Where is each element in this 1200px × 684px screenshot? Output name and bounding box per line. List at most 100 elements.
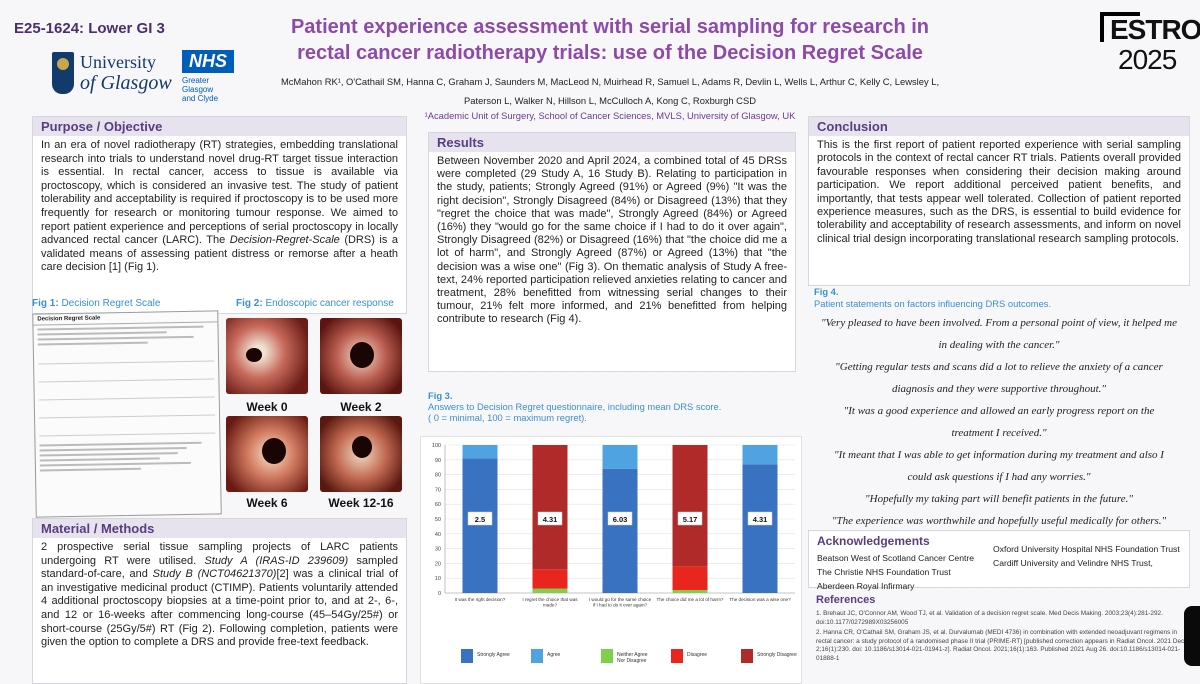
legend-swatch: [671, 649, 683, 663]
y-tick-label: 20: [435, 561, 441, 567]
uog-logo-line2: of Glasgow: [80, 72, 172, 94]
methods-text: 2 prospective serial tissue sampling pro…: [41, 541, 398, 649]
x-tick-label: The choice did me a lot of harm?: [657, 597, 724, 602]
quote: "Getting regular tests and scans did a l…: [835, 361, 1163, 395]
week-label: Week 0: [246, 400, 288, 414]
y-tick-label: 100: [432, 443, 441, 449]
y-tick-label: 60: [435, 502, 441, 508]
data-label-box: [747, 511, 773, 526]
chart-svg: 0 10 20 30 40 50 60 70 80 90 100 2.5 It was the righ…: [432, 443, 797, 664]
doc-title: Decision Regret Scale: [33, 311, 218, 326]
reference-item: 1. Brehaut JC, O'Connor AM, Wood TJ, et …: [816, 610, 1163, 626]
reference-item: 2. Hanna CR, O'Cathail SM, Graham JS, et…: [816, 629, 1185, 662]
nhs-logo: NHS Greater Glasgow and Clyde: [182, 50, 242, 103]
estro-word: ESTRO: [1110, 14, 1200, 45]
patient-quotes: "Very pleased to have been involved. Fro…: [808, 312, 1190, 532]
x-tick-label: I regret the choice that was made?: [522, 597, 578, 608]
y-tick-label: 80: [435, 473, 441, 479]
y-tick-label: 90: [435, 458, 441, 464]
week-label: Week 2: [340, 400, 382, 414]
legend-label: Agree: [547, 652, 561, 658]
bar-segment: [742, 445, 778, 465]
estro-year: 2025: [1118, 44, 1177, 75]
methods-panel: Material / Methods 2 prospective serial …: [32, 518, 407, 684]
nhs-logo-box: NHS: [182, 50, 234, 73]
abstract-code: E25-1624: Lower GI 3: [14, 20, 165, 37]
data-label-box: [677, 511, 703, 526]
conclusion-panel: Conclusion This is the first report of p…: [808, 116, 1190, 286]
ack-heading: Acknowledgements: [809, 531, 1189, 551]
title-line-1: Patient experience assessment with seria…: [290, 16, 930, 38]
data-label: 5.17: [683, 515, 698, 524]
university-of-glasgow-logo: University of Glasgow: [52, 50, 177, 102]
endoscopy-image-week-12-16: [320, 416, 402, 492]
nhs-logo-sub1: Greater Glasgow: [182, 76, 214, 94]
y-tick-label: 40: [435, 532, 441, 538]
affiliation: ¹Academic Unit of Surgery, School of Can…: [424, 110, 796, 121]
purpose-panel: Purpose / Objective In an era of novel r…: [32, 116, 407, 314]
fig4-caption: Fig 4. Patient statements on factors inf…: [814, 286, 1052, 309]
results-text: Between November 2020 and April 2024, a …: [437, 155, 787, 326]
ack-right: Oxford University Hospital NHS Foundatio…: [993, 544, 1180, 568]
bar-segment: [672, 566, 708, 591]
results-panel: Results Between November 2020 and April …: [428, 132, 796, 372]
bar-segment: [532, 588, 568, 593]
bar-segment: [532, 445, 568, 570]
ack-left: Beatson West of Scotland Cancer Centre T…: [817, 553, 974, 591]
legend-label: Strongly Agree: [477, 652, 510, 658]
quote: "Hopefully my taking part will benefit p…: [865, 493, 1133, 505]
data-label: 6.03: [613, 515, 628, 524]
poster-title: Patient experience assessment with seria…: [260, 14, 960, 66]
crest-icon: [52, 52, 74, 94]
quote: "It was a good experience and allowed an…: [843, 405, 1155, 439]
legend-label: Neither Agree Nor Disagree: [617, 652, 648, 664]
data-label: 4.31: [753, 515, 768, 524]
acknowledgements-panel: Acknowledgements Beatson West of Scotlan…: [808, 530, 1190, 591]
uog-logo-line1: University: [80, 52, 156, 72]
fig1-caption: Fig 1: Decision Regret Scale: [32, 298, 161, 309]
data-label-box: [607, 511, 633, 526]
y-tick-label: 10: [435, 576, 441, 582]
bar-segment: [532, 569, 568, 589]
x-tick-label: The decision was a wise one?: [729, 597, 791, 602]
references-heading: References: [816, 594, 876, 606]
bar-segment: [602, 468, 638, 593]
data-label: 2.5: [475, 515, 485, 524]
side-tab: [1184, 606, 1200, 666]
endoscopy-image-week-2: [320, 318, 402, 394]
legend-label: Strongly Disagree: [757, 652, 797, 658]
bar-segment: [602, 445, 638, 469]
legend-swatch: [461, 649, 473, 663]
conclusion-heading: Conclusion: [809, 117, 1189, 136]
title-line-2: rectal cancer radiotherapy trials: use o…: [297, 42, 923, 64]
quote: "Very pleased to have been involved. Fro…: [821, 317, 1177, 351]
decision-regret-chart: 0 10 20 30 40 50 60 70 80 90 100 2.5 It was the righ…: [420, 436, 802, 684]
bar-segment: [462, 458, 498, 593]
legend-swatch: [741, 649, 753, 663]
data-label: 4.31: [543, 515, 558, 524]
methods-heading: Material / Methods: [33, 519, 406, 538]
nhs-logo-sub2: and Clyde: [182, 94, 219, 103]
conclusion-text: This is the first report of patient repo…: [817, 139, 1181, 245]
results-heading: Results: [429, 133, 795, 152]
bar-segment: [672, 590, 708, 593]
bar-segment: [462, 445, 498, 459]
week-label: Week 12-16: [328, 496, 394, 510]
bar-segment: [742, 464, 778, 593]
legend-label: Disagree: [687, 652, 707, 658]
y-tick-label: 50: [435, 517, 441, 523]
estro-2025-logo: ESTRO 2025: [1100, 8, 1200, 76]
quote: "It meant that I was able to get informa…: [834, 449, 1164, 483]
authors: McMahon RK¹, O'Cathail SM, Hanna C, Grah…: [280, 76, 940, 106]
bar-segment: [672, 445, 708, 567]
fig2-caption: Fig 2: Endoscopic cancer response: [236, 298, 394, 309]
decision-regret-scale-document: Decision Regret Scale: [32, 310, 222, 518]
purpose-text: In an era of novel radiotherapy (RT) str…: [41, 139, 398, 274]
data-label-box: [467, 511, 493, 526]
endoscopy-image-week-6: [226, 416, 308, 492]
purpose-heading: Purpose / Objective: [33, 117, 406, 136]
legend-swatch: [531, 649, 543, 663]
y-tick-label: 30: [435, 547, 441, 553]
legend-swatch: [601, 649, 613, 663]
quote: "The experience was worthwhile and hopef…: [831, 515, 1167, 527]
